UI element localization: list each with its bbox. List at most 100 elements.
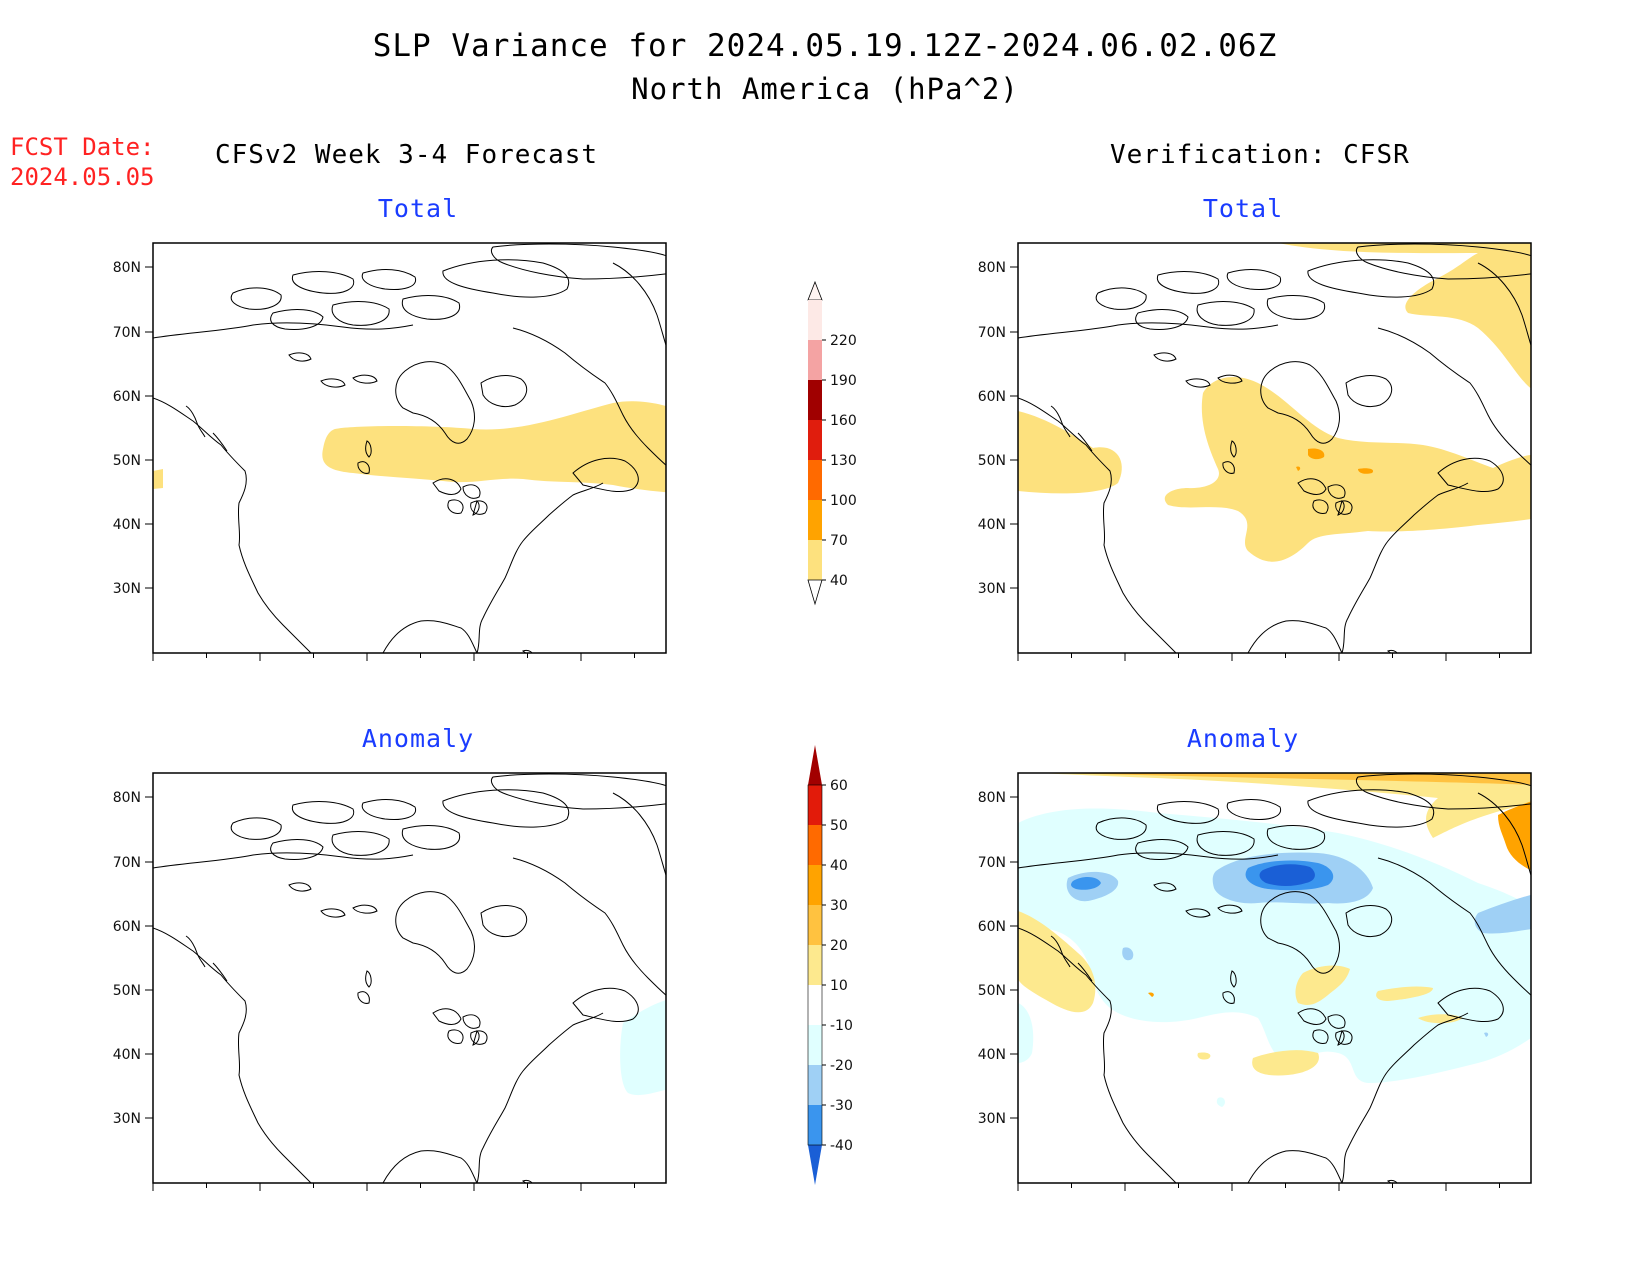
coastline xyxy=(1222,461,1235,474)
colorbar-bin xyxy=(808,380,822,420)
coastline xyxy=(442,789,570,828)
variance-shading-40-70 xyxy=(322,401,666,493)
colorbar-bottom-arrow xyxy=(807,579,823,606)
lat-tick-label: 80N xyxy=(113,790,141,806)
coastline xyxy=(612,792,666,877)
coastline xyxy=(361,799,417,820)
coastline xyxy=(442,259,570,298)
colorbar-bin xyxy=(808,460,822,500)
coastline xyxy=(1260,891,1340,974)
axis-ticks: 80N70N60N50N40N30N140W120W100W80W60W xyxy=(113,790,635,1191)
colorbar-label: -40 xyxy=(830,1138,853,1154)
colorbar-outline xyxy=(807,784,823,1146)
anomaly-shading-minus10-minus20 xyxy=(1018,808,1531,1083)
colorbar-bin xyxy=(808,500,822,540)
coastline xyxy=(270,309,324,330)
coastline xyxy=(1185,908,1211,918)
coastline xyxy=(472,500,480,516)
coastline xyxy=(382,620,478,653)
variance-shading-40-70 xyxy=(1278,243,1531,389)
colorbar-top-arrow xyxy=(807,280,823,301)
coastline xyxy=(270,839,324,860)
lat-tick-label: 70N xyxy=(978,325,1006,341)
lat-tick-label: 60N xyxy=(978,919,1006,935)
coastline xyxy=(476,1012,604,1183)
axis-ticks: 80N70N60N50N40N30N140W120W100W80W60W xyxy=(978,260,1500,661)
colorbar-bin xyxy=(808,825,822,865)
verification-column-title: Verification: CFSR xyxy=(1110,140,1410,170)
coastline xyxy=(331,301,390,326)
lat-tick-label: 80N xyxy=(978,260,1006,276)
anomaly-shading-10-20 xyxy=(1038,773,1531,838)
coastline xyxy=(1226,799,1282,820)
coastline xyxy=(153,322,414,339)
coastline xyxy=(476,482,604,653)
colorbar-bin xyxy=(808,1105,822,1145)
coastline xyxy=(1018,927,1177,1183)
verification-total-title: Total xyxy=(1202,194,1284,223)
forecast-anomaly-map: 80N70N60N50N40N30N140W120W100W80W60W xyxy=(53,763,713,1193)
coastline xyxy=(352,374,378,384)
lat-tick-label: 50N xyxy=(978,453,1006,469)
colorbar-label: 160 xyxy=(830,413,857,429)
coastline xyxy=(1226,269,1282,290)
forecast-total-title: Total xyxy=(377,194,459,223)
coastline xyxy=(432,478,462,495)
coastline xyxy=(230,287,282,310)
coastline xyxy=(572,457,639,492)
coastline xyxy=(480,375,528,408)
coastline xyxy=(1230,440,1237,458)
coastline xyxy=(1185,378,1211,388)
coastline-layer xyxy=(153,773,666,1183)
colorbar-label: 60 xyxy=(830,778,848,794)
coastline xyxy=(1217,374,1243,384)
colorbar-label: 30 xyxy=(830,898,848,914)
coastline xyxy=(1297,1008,1327,1025)
forecast-total-svg: 80N70N60N50N40N30N140W120W100W80W60W xyxy=(113,242,667,661)
coastline xyxy=(1345,375,1393,408)
lat-tick-label: 60N xyxy=(978,389,1006,405)
coastline xyxy=(1312,499,1329,514)
colorbar-bin xyxy=(808,945,822,985)
coastline xyxy=(357,991,370,1004)
verification-anomaly-map: 80N70N60N50N40N30N140W120W100W80W60W xyxy=(918,763,1578,1193)
anomaly-colorbar: 60 50 40 30 20 10 -10 -20 -30 -40 xyxy=(790,745,880,1209)
coastline xyxy=(212,962,228,982)
total-colorbar: 220 190 160 130 100 70 40 xyxy=(790,280,880,614)
colorbar-bin xyxy=(808,905,822,945)
fcst-date-value: 2024.05.05 xyxy=(10,163,155,191)
map-frame xyxy=(1017,242,1532,654)
lat-tick-label: 40N xyxy=(113,1047,141,1063)
coastline xyxy=(1341,482,1469,653)
coastline xyxy=(331,831,390,856)
coastline xyxy=(1355,773,1531,810)
coastline xyxy=(1077,962,1093,982)
lat-tick-label: 70N xyxy=(978,855,1006,871)
coastline xyxy=(1018,322,1279,339)
coastline xyxy=(1050,405,1071,438)
anomaly-shading-10-20 xyxy=(1295,965,1350,1006)
coastline xyxy=(395,361,475,444)
lat-tick-label: 50N xyxy=(113,983,141,999)
coastline xyxy=(432,1008,462,1025)
coastline xyxy=(1156,271,1220,294)
coastline xyxy=(153,852,414,869)
lat-tick-label: 30N xyxy=(113,581,141,597)
coastline xyxy=(1135,309,1189,330)
chart-title: SLP Variance for 2024.05.19.12Z-2024.06.… xyxy=(372,28,1278,64)
coastline xyxy=(1355,243,1531,280)
coastline xyxy=(470,500,488,515)
forecast-total-map: 80N70N60N50N40N30N140W120W100W80W60W xyxy=(53,233,713,663)
lat-tick-label: 30N xyxy=(978,1111,1006,1127)
colorbar-label: 50 xyxy=(830,818,848,834)
fcst-date-label: FCST Date: xyxy=(10,133,155,161)
colorbar-label: -10 xyxy=(830,1018,853,1034)
colorbar-bin xyxy=(808,540,822,580)
coastline xyxy=(288,882,312,892)
coastline xyxy=(1477,262,1531,347)
colorbar-bin xyxy=(808,1065,822,1105)
lat-tick-label: 80N xyxy=(978,790,1006,806)
coastline xyxy=(1377,327,1531,466)
anomaly-shading-10-20 xyxy=(1418,1014,1463,1024)
colorbar-top-arrow xyxy=(808,745,822,785)
